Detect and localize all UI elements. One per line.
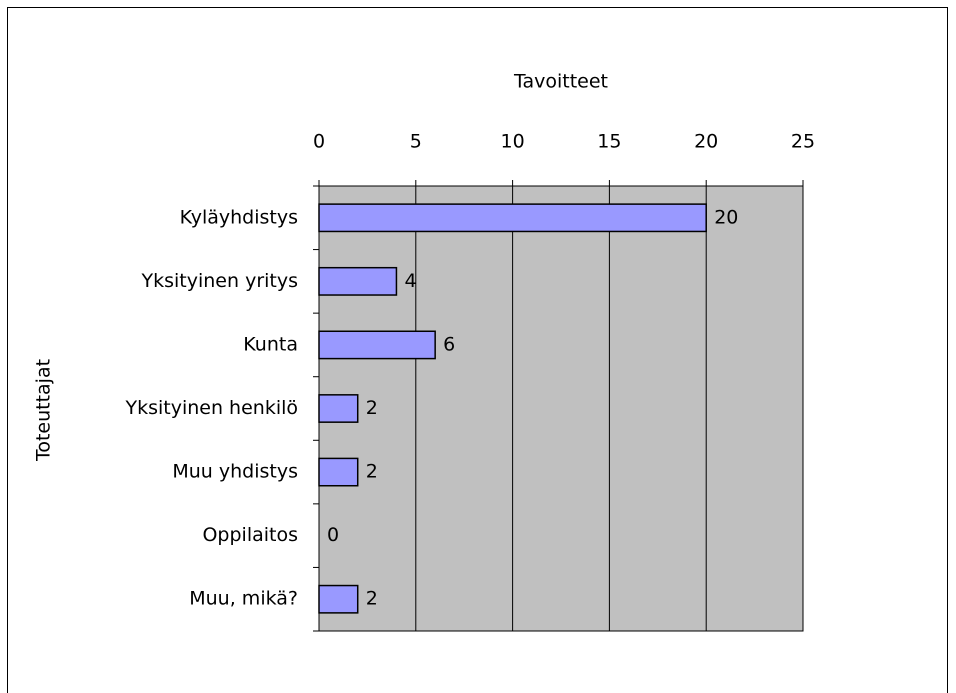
y-tick-label: Muu yhdistys bbox=[172, 461, 298, 483]
bar bbox=[318, 457, 359, 487]
y-tick-label: Muu, mikä? bbox=[189, 588, 298, 610]
y-tick-label: Yksityinen henkilö bbox=[124, 397, 298, 419]
data-label: 20 bbox=[714, 206, 738, 228]
bar bbox=[318, 584, 359, 614]
x-tick-label: 15 bbox=[597, 131, 621, 153]
bar bbox=[318, 203, 707, 233]
x-tick-label: 10 bbox=[501, 131, 525, 153]
x-axis-title: Tavoitteet bbox=[513, 71, 608, 93]
x-tick-label: 0 bbox=[313, 131, 325, 153]
y-tick-label: Kunta bbox=[243, 333, 298, 355]
bar bbox=[318, 330, 436, 360]
y-tick-label: Yksityinen yritys bbox=[141, 270, 299, 292]
data-label: 4 bbox=[404, 270, 416, 292]
data-label: 2 bbox=[366, 461, 378, 483]
bar bbox=[318, 394, 359, 423]
x-tick-label: 20 bbox=[694, 131, 718, 153]
plot-area bbox=[318, 185, 804, 632]
y-tick-label: Oppilaitos bbox=[202, 524, 298, 546]
x-tick-label: 5 bbox=[410, 131, 422, 153]
data-label: 2 bbox=[366, 397, 378, 419]
y-axis-title: Toteuttajat bbox=[33, 359, 55, 462]
data-label: 6 bbox=[443, 333, 455, 355]
data-label: 0 bbox=[327, 524, 339, 546]
bar bbox=[318, 266, 398, 296]
x-tick-label: 25 bbox=[791, 131, 815, 153]
data-label: 2 bbox=[366, 588, 378, 610]
y-tick-label: Kyläyhdistys bbox=[180, 206, 298, 228]
